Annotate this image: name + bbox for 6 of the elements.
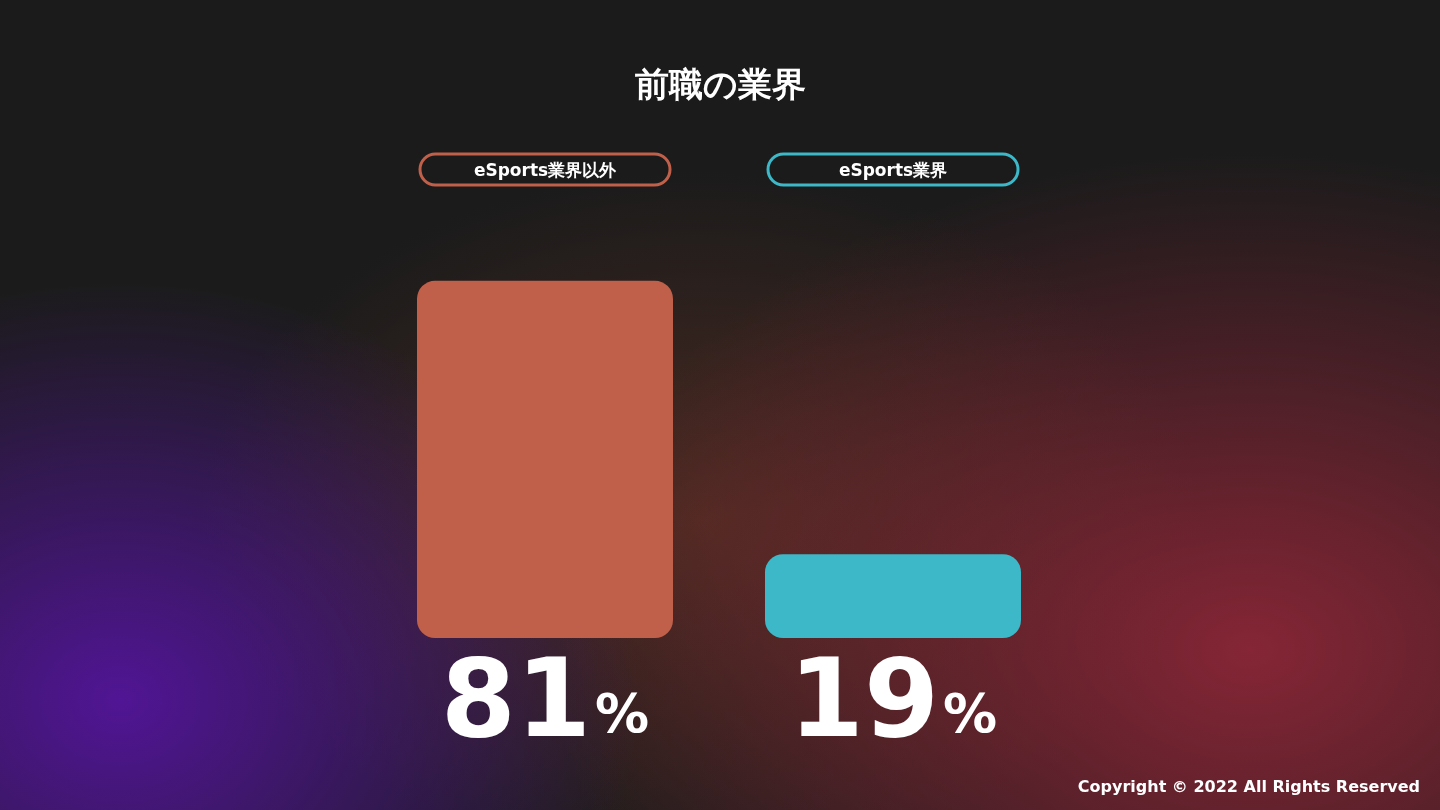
text: Copyright © 2022 All Rights Reserved	[1077, 776, 1421, 796]
x-tick-label: eSports業界以外	[473, 159, 618, 180]
data-label: 19%	[788, 635, 998, 761]
data-label: 81%	[440, 635, 650, 761]
x-tick-label: eSports業界	[838, 159, 948, 180]
chart-title: 前職の業界	[634, 64, 806, 104]
